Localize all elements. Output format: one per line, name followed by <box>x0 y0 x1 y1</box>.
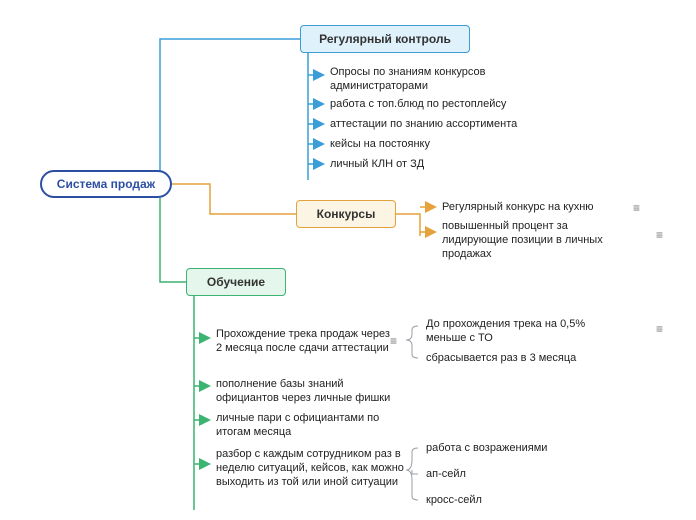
branch-contests[interactable]: Конкурсы <box>296 200 396 228</box>
branch-training-label: Обучение <box>207 275 265 289</box>
root-node[interactable]: Система продаж <box>40 170 172 198</box>
contests-item: повышенный процент за лидирующие позиции… <box>442 220 632 261</box>
control-item: работа с топ.блюд по рестоплейсу <box>330 98 550 112</box>
diagram: { "type": "mindmap", "background": "#fff… <box>0 0 696 520</box>
branch-training[interactable]: Обучение <box>186 268 286 296</box>
training-item: пополнение базы знаний официантов через … <box>216 378 396 406</box>
training-sub1-item: сбрасывается раз в 3 месяца <box>426 352 626 366</box>
training-item: разбор с каждым сотрудником раз в неделю… <box>216 448 406 489</box>
note-icon[interactable]: ≡ <box>656 322 663 336</box>
contests-item: Регулярный конкурс на кухню <box>442 201 622 215</box>
training-sub1-item: До прохождения трека на 0,5% меньше с ТО <box>426 318 616 346</box>
control-item: Опросы по знаниям конкурсов администрато… <box>330 66 520 94</box>
training-sub4-item: ап-сейл <box>426 468 606 482</box>
note-icon[interactable]: ≡ <box>633 201 640 215</box>
training-sub4-item: работа с возражениями <box>426 442 606 456</box>
note-icon[interactable]: ≡ <box>656 228 663 242</box>
branch-control-label: Регулярный контроль <box>319 32 451 46</box>
root-label: Система продаж <box>57 177 155 191</box>
training-item: личные пари с официантами по итогам меся… <box>216 412 396 440</box>
control-item: аттестации по знанию ассортимента <box>330 118 550 132</box>
branch-control[interactable]: Регулярный контроль <box>300 25 470 53</box>
control-item: личный КЛН от ЗД <box>330 158 550 172</box>
training-sub4-item: кросс-сейл <box>426 494 606 508</box>
control-item: кейсы на постоянку <box>330 138 550 152</box>
training-item: Прохождение трека продаж через 2 месяца … <box>216 328 396 356</box>
branch-contests-label: Конкурсы <box>317 207 376 221</box>
note-icon[interactable]: ≡ <box>390 334 397 348</box>
